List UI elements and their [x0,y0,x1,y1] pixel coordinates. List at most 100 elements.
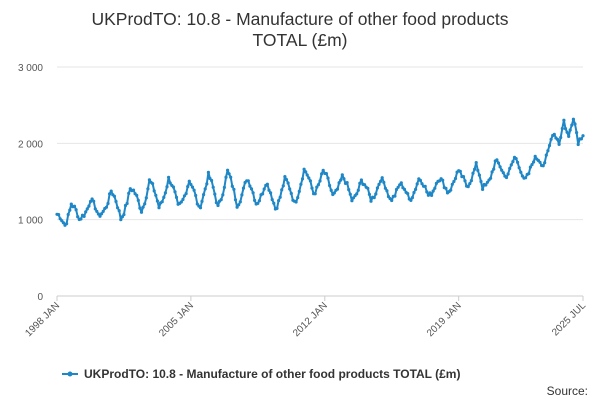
data-point [359,178,363,182]
data-point [498,165,502,169]
data-point [168,181,172,185]
data-point [246,179,250,183]
data-point [65,222,69,226]
data-point [402,187,407,191]
y-tick-label: 1 000 [18,216,43,227]
data-point [383,186,387,190]
data-point [174,195,179,199]
data-point [302,167,306,171]
data-point [458,169,462,173]
data-point [394,187,399,192]
data-point [249,187,254,191]
data-point [466,185,470,189]
data-point [281,184,285,188]
data-point [506,172,510,176]
legend[interactable]: UKProdTO: 10.8 - Manufacture of other fo… [62,367,460,381]
data-point [152,189,156,193]
data-point [304,170,308,174]
data-point [98,214,102,218]
data-point [230,184,234,188]
data-point [187,179,191,183]
data-point [100,212,104,216]
data-point [393,194,397,198]
data-point [286,181,290,185]
data-point [382,180,386,184]
data-point [332,191,336,195]
data-point [136,198,140,202]
data-point [374,192,378,196]
data-point [363,183,367,187]
data-point [377,182,381,186]
data-point [296,196,300,200]
data-point [93,207,97,211]
data-point [79,217,83,221]
data-point [269,191,273,195]
data-point [581,134,585,138]
data-point [345,181,349,185]
data-point [492,167,496,171]
data-point [116,206,120,210]
data-point [92,199,96,203]
data-point [559,135,563,140]
data-point [568,128,572,132]
source-label: Source: [547,384,588,398]
data-point [477,173,481,177]
data-point [119,218,123,222]
data-point [222,185,226,189]
data-point [261,192,265,196]
data-point [114,199,118,204]
data-point [297,189,301,193]
data-point [366,186,370,190]
data-point [308,179,312,183]
data-point [509,163,513,167]
data-point [573,122,577,126]
data-point [555,137,560,141]
data-point [216,203,220,208]
data-point [560,126,564,131]
data-point [179,200,183,204]
data-point [167,175,171,179]
data-point [206,170,210,174]
data-point [288,187,292,191]
data-point [240,193,244,197]
data-point [233,198,238,202]
data-point [517,166,521,170]
data-point [95,209,99,213]
data-point [104,205,108,209]
data-point [211,185,215,189]
x-axis-ticks: 1998 JAN 2005 JAN 2012 JAN 2019 JAN 2025 JUL [23,295,588,339]
data-point [122,213,126,217]
data-point [262,187,266,191]
data-point [253,198,257,202]
data-point [74,208,78,212]
data-point [533,154,537,158]
data-point [272,201,276,205]
data-point [524,176,528,180]
data-point [579,137,584,141]
data-point [461,175,466,179]
data-point [547,143,552,148]
data-point [219,198,223,202]
data-point [369,199,373,203]
data-point [238,200,242,204]
data-point [544,153,548,157]
data-point [431,189,435,193]
data-point [320,172,324,176]
data-point [453,176,458,181]
data-point [229,175,233,179]
data-point [82,214,86,218]
data-point [96,212,100,216]
data-point [270,198,274,202]
data-point [310,186,314,190]
data-point [213,192,217,196]
data-point [108,192,112,196]
data-point [500,168,504,172]
data-point [147,178,151,182]
data-point [57,213,61,217]
data-point [375,186,379,190]
data-point [157,206,161,210]
series-layer [55,117,585,227]
data-point [160,200,164,204]
data-point [192,188,196,192]
data-point [76,215,80,219]
